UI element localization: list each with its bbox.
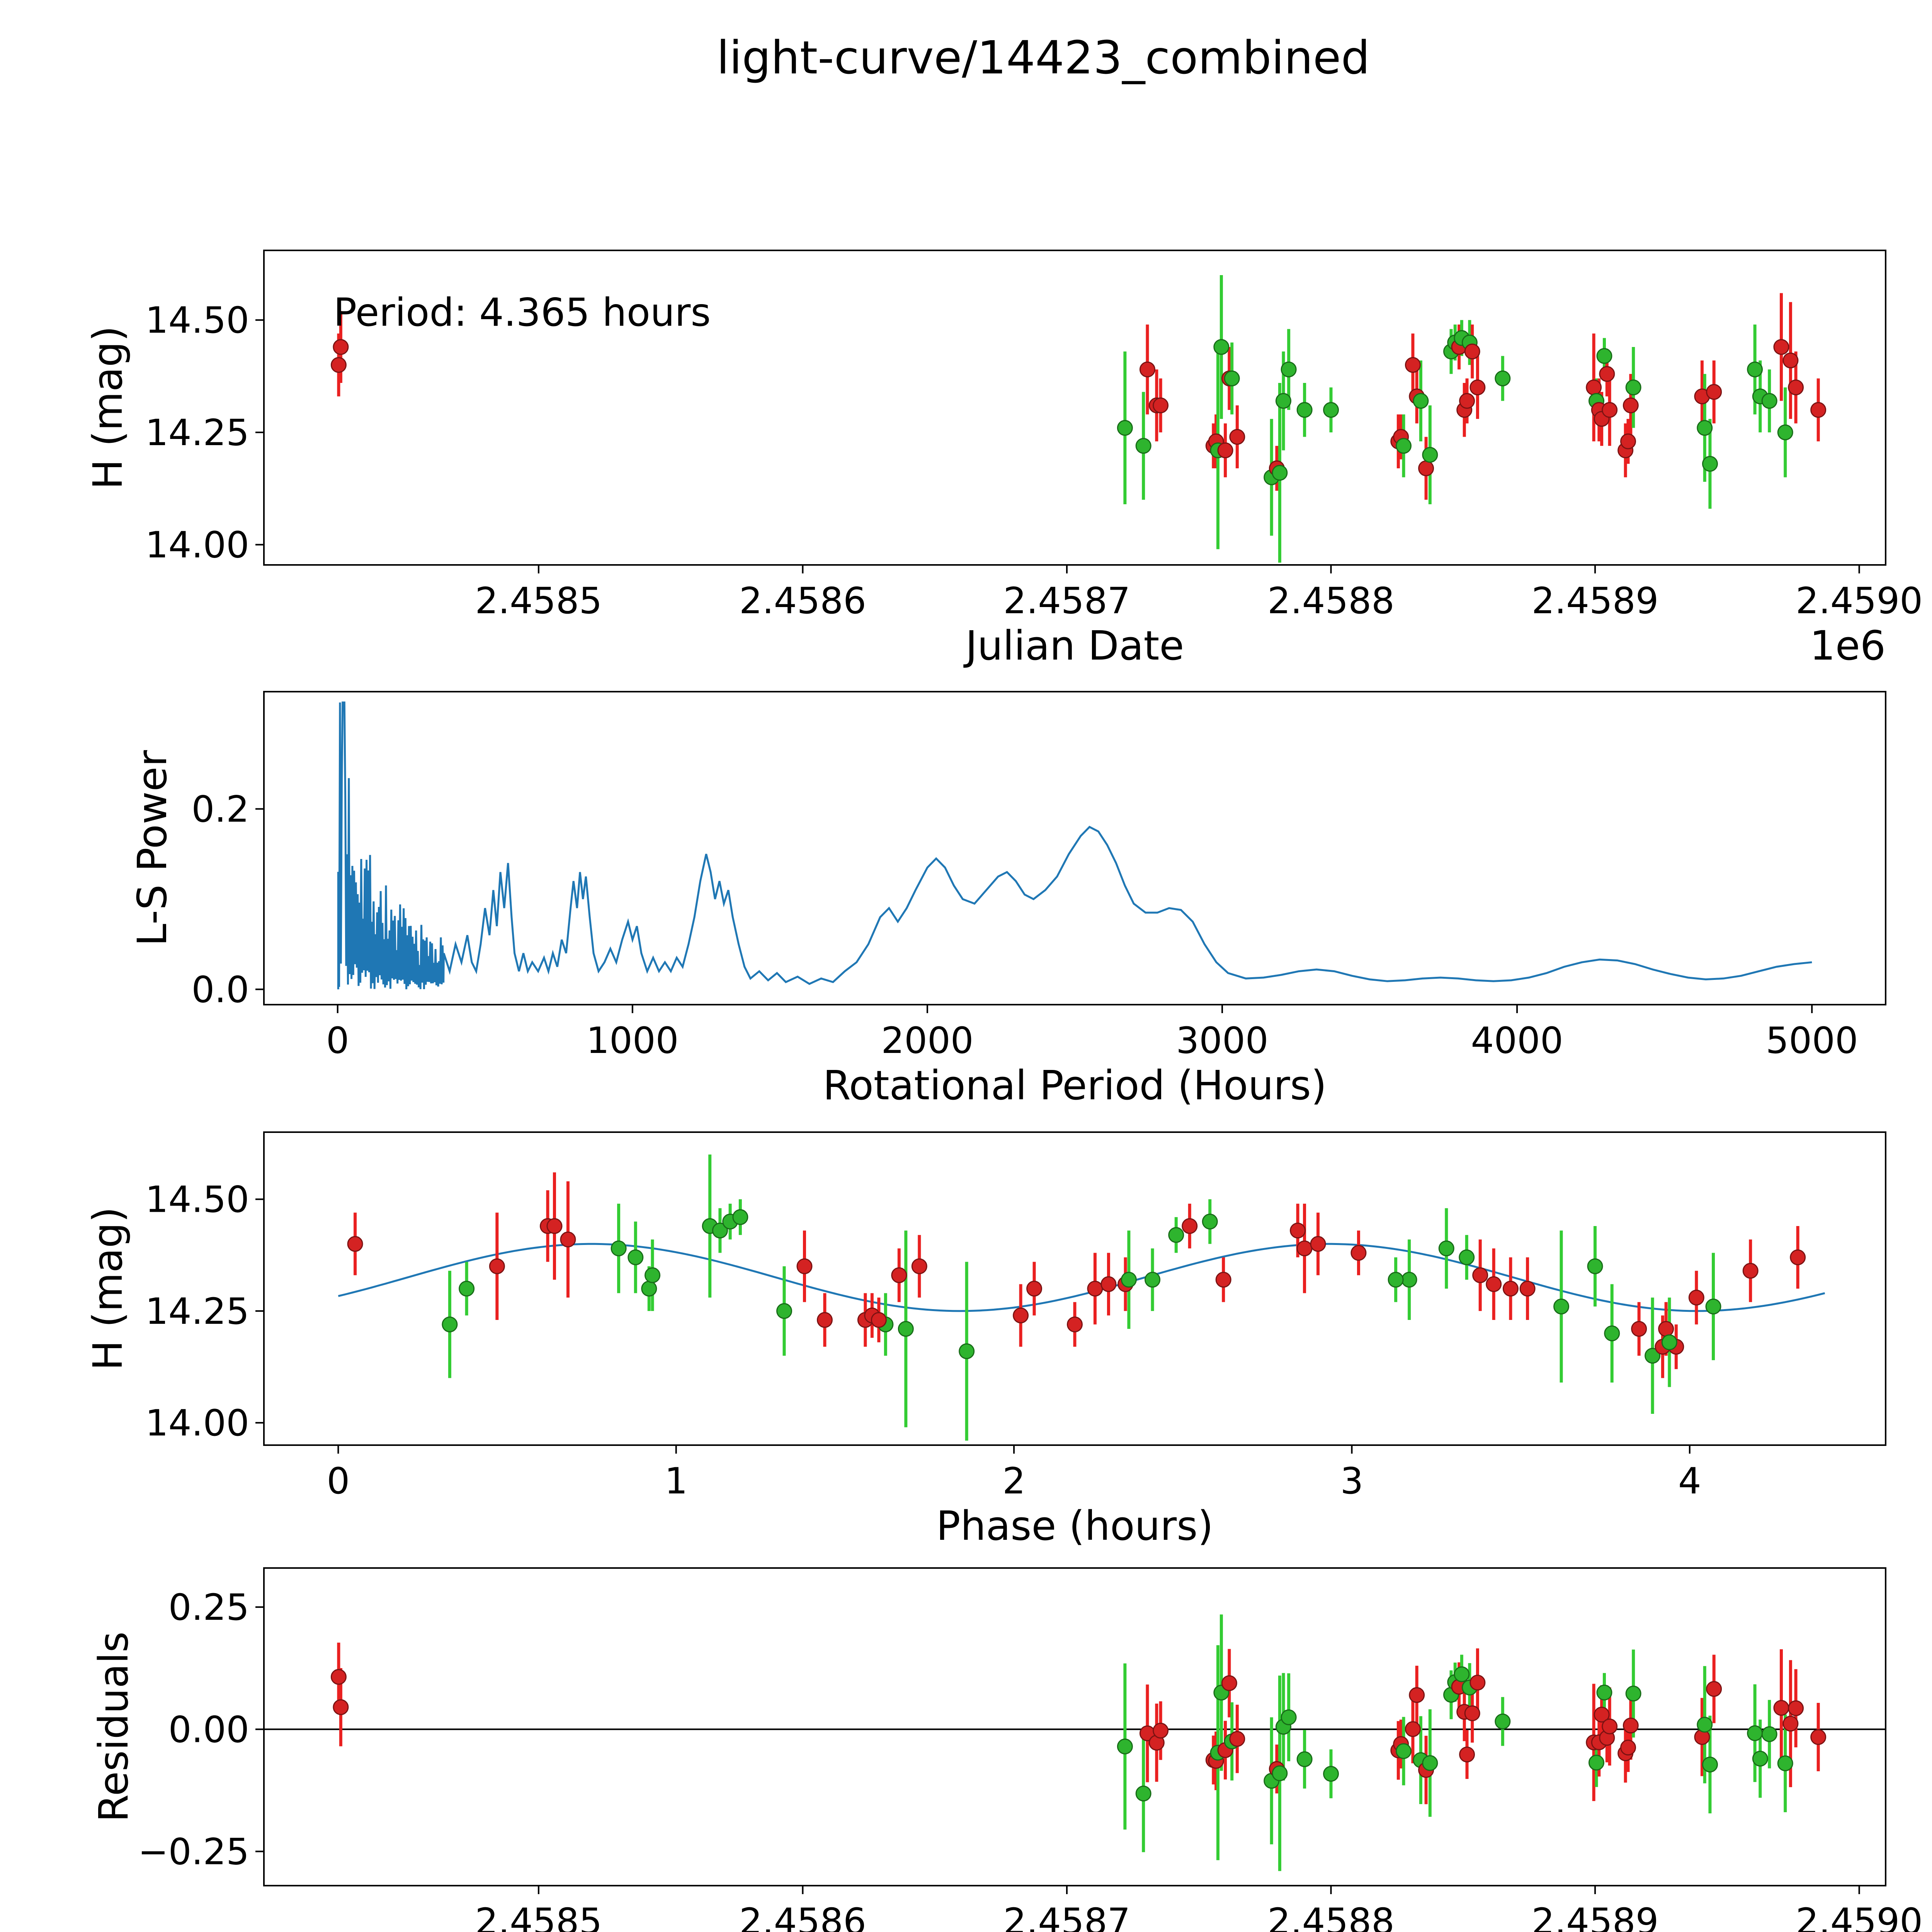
figure-title: light-curve/14423_combined: [717, 31, 1370, 84]
panel-periodogram: 0 1000 2000 3000 4000 5000 0.0 0.2 Rotational Pe…: [129, 691, 1886, 1109]
periodogram-spines: [263, 691, 1886, 1005]
x-tick-label: 2: [1002, 1460, 1026, 1502]
panel-jd_mag: 2.4585 2.4586 2.4587 2.4588 2.4589 2.4590 14.0…: [84, 250, 1923, 669]
jd_mag-x-axis-label: Julian Date: [963, 622, 1184, 669]
periodogram-y-axis-label: L-S Power: [129, 750, 176, 946]
x-tick-label: 4000: [1471, 1020, 1563, 1062]
y-tick-label: 14.25: [145, 412, 249, 454]
periodogram-x-axis-label: Rotational Period (Hours): [823, 1062, 1327, 1109]
phase_mag-y-axis-label: H (mag): [84, 1207, 131, 1370]
residuals-axes: 2.4585 2.4586 2.4587 2.4588 2.4589 2.4590 −0.2…: [90, 1567, 1923, 1932]
jd_mag-markers: [330, 330, 1827, 485]
x-tick-label: 2.4587: [1003, 1901, 1131, 1932]
phase_mag-ticks: 0 1 2 3 4 14.00 14.25 14.50: [145, 1179, 1701, 1502]
y-tick-label: 0.0: [192, 969, 250, 1011]
x-tick-label: 2.4588: [1267, 1901, 1395, 1932]
residuals-spines: [263, 1567, 1886, 1886]
jd_mag-x-offset-text: 1e6: [1810, 622, 1886, 669]
fit-curve: [338, 1243, 1825, 1312]
x-tick-label: 2000: [881, 1020, 973, 1062]
x-tick-label: 2.4590: [1796, 580, 1923, 622]
x-tick-label: 2.4590: [1796, 1901, 1923, 1932]
y-tick-label: 14.50: [145, 1179, 249, 1221]
x-tick-label: 0: [326, 1020, 349, 1062]
periodogram-data: [337, 701, 1812, 990]
periodogram-ticks: 0 1000 2000 3000 4000 5000 0.0 0.2: [192, 788, 1858, 1062]
jd_mag-ticks: 2.4585 2.4586 2.4587 2.4588 2.4589 2.4590 14.0…: [145, 299, 1923, 622]
y-tick-label: 14.25: [145, 1291, 249, 1333]
y-tick-label: 14.50: [145, 299, 249, 342]
residuals-data: [264, 1614, 1886, 1871]
x-tick-label: 0: [327, 1460, 350, 1502]
y-tick-label: −0.25: [138, 1831, 249, 1873]
jd_mag-axes: 2.4585 2.4586 2.4587 2.4588 2.4589 2.4590 14.0…: [84, 250, 1923, 669]
residuals-y-axis-label: Residuals: [90, 1631, 137, 1822]
phase_mag-errorbars: [354, 1154, 1799, 1441]
x-tick-label: 1000: [586, 1020, 679, 1062]
period-annotation: Period: 4.365 hours: [333, 290, 711, 335]
phase_mag-data: [338, 1154, 1825, 1441]
panel-phase_mag: 0 1 2 3 4 14.00 14.25 14.50 Phase (hours) H (mag): [84, 1131, 1886, 1549]
phase_mag-x-axis-label: Phase (hours): [936, 1502, 1213, 1549]
y-tick-label: 14.00: [145, 1402, 249, 1444]
periodogram-axes: 0 1000 2000 3000 4000 5000 0.0 0.2 Rotational Pe…: [129, 691, 1886, 1109]
jd_mag-spines: [263, 250, 1886, 566]
periodogram-line: [337, 701, 1812, 990]
residuals-markers: [330, 1666, 1827, 1802]
x-tick-label: 2.4585: [475, 580, 602, 622]
jd_mag-y-axis-label: H (mag): [84, 326, 131, 489]
x-tick-label: 3000: [1176, 1020, 1268, 1062]
y-tick-label: 0.00: [168, 1709, 249, 1751]
x-tick-label: 2.4588: [1267, 580, 1395, 622]
phase_mag-markers: [347, 1209, 1806, 1364]
y-tick-label: 14.00: [145, 524, 249, 566]
x-tick-label: 2.4586: [739, 1901, 866, 1932]
x-tick-label: 2.4589: [1532, 580, 1659, 622]
jd_mag-data: [330, 275, 1827, 563]
x-tick-label: 2.4589: [1532, 1901, 1659, 1932]
x-tick-label: 1: [665, 1460, 688, 1502]
x-tick-label: 3: [1340, 1460, 1364, 1502]
x-tick-label: 5000: [1766, 1020, 1858, 1062]
x-tick-label: 4: [1678, 1460, 1701, 1502]
x-tick-label: 2.4586: [739, 580, 866, 622]
x-tick-label: 2.4585: [475, 1901, 602, 1932]
phase_mag-spines: [263, 1131, 1886, 1446]
x-tick-label: 2.4587: [1003, 580, 1131, 622]
y-tick-label: 0.2: [192, 788, 250, 830]
y-tick-label: 0.25: [168, 1587, 249, 1629]
residuals-ticks: 2.4585 2.4586 2.4587 2.4588 2.4589 2.4590 −0.2…: [138, 1587, 1923, 1932]
phase_mag-axes: 0 1 2 3 4 14.00 14.25 14.50 Phase (hours) H (mag): [84, 1131, 1886, 1549]
panel-residuals: 2.4585 2.4586 2.4587 2.4588 2.4589 2.4590 −0.2…: [90, 1567, 1923, 1932]
panels-container: 2.4585 2.4586 2.4587 2.4588 2.4589 2.4590 14.0…: [84, 250, 1923, 1932]
